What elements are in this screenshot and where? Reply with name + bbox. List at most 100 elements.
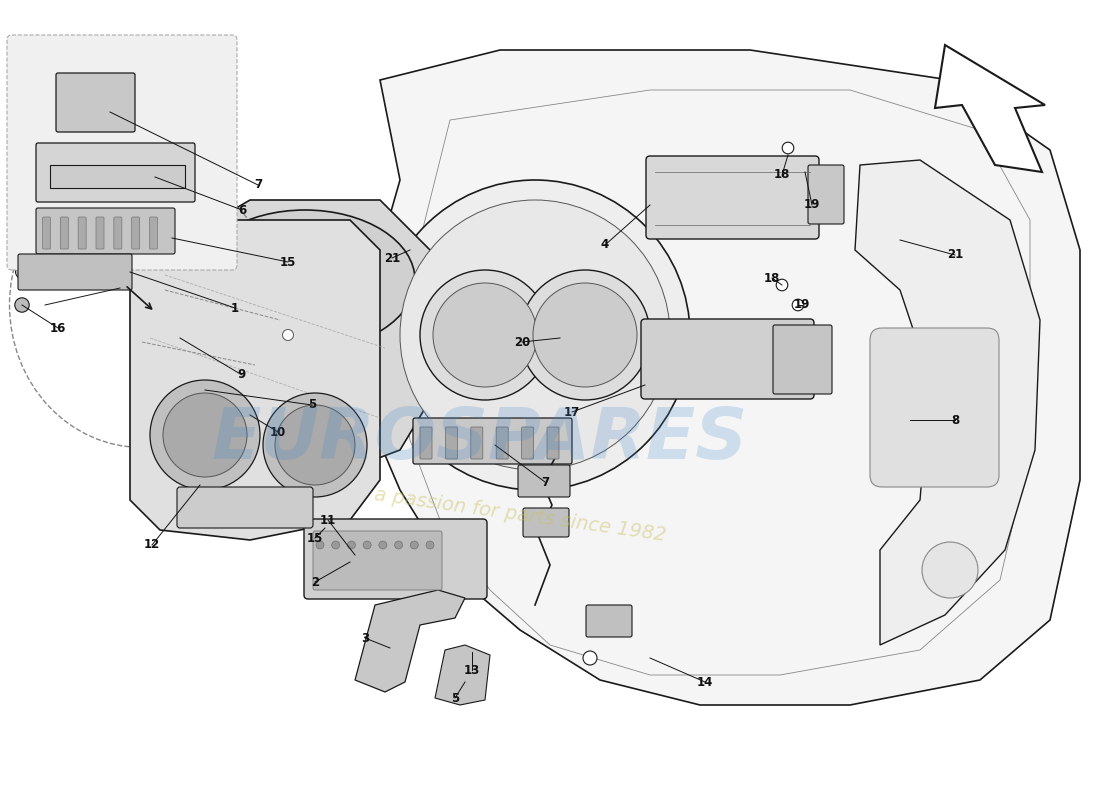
Text: 7: 7 [254, 178, 262, 191]
Polygon shape [434, 645, 490, 705]
Text: 17: 17 [564, 406, 580, 418]
Circle shape [363, 541, 371, 549]
Text: 19: 19 [794, 298, 811, 311]
Circle shape [732, 339, 773, 381]
Circle shape [77, 113, 88, 123]
FancyBboxPatch shape [521, 427, 534, 459]
Circle shape [14, 298, 30, 312]
Circle shape [800, 164, 811, 176]
Circle shape [410, 541, 418, 549]
Text: 16: 16 [50, 322, 66, 334]
FancyBboxPatch shape [113, 217, 122, 249]
Circle shape [792, 299, 804, 310]
Circle shape [174, 232, 186, 244]
Circle shape [102, 113, 113, 123]
Circle shape [583, 651, 597, 665]
Circle shape [426, 541, 434, 549]
FancyBboxPatch shape [56, 73, 135, 132]
Circle shape [520, 270, 650, 400]
Text: 1: 1 [231, 302, 239, 314]
Circle shape [263, 393, 367, 497]
Polygon shape [855, 160, 1040, 645]
FancyBboxPatch shape [471, 427, 483, 459]
FancyBboxPatch shape [522, 508, 569, 537]
Text: 9: 9 [238, 369, 246, 382]
Circle shape [160, 171, 170, 183]
FancyBboxPatch shape [18, 254, 132, 290]
FancyBboxPatch shape [60, 217, 68, 249]
Text: 5: 5 [451, 691, 459, 705]
FancyBboxPatch shape [78, 217, 86, 249]
Circle shape [283, 330, 294, 341]
Circle shape [275, 405, 355, 485]
Text: 19: 19 [804, 198, 821, 211]
Circle shape [379, 180, 690, 490]
Ellipse shape [195, 210, 415, 350]
Circle shape [693, 176, 737, 220]
Text: 7: 7 [541, 475, 549, 489]
Circle shape [150, 380, 260, 490]
FancyBboxPatch shape [177, 487, 314, 528]
Polygon shape [935, 45, 1045, 172]
FancyBboxPatch shape [808, 165, 844, 224]
FancyBboxPatch shape [496, 427, 508, 459]
FancyBboxPatch shape [7, 35, 236, 270]
FancyBboxPatch shape [518, 465, 570, 497]
Text: 15: 15 [307, 531, 323, 545]
Polygon shape [360, 50, 1080, 705]
FancyBboxPatch shape [446, 427, 458, 459]
FancyBboxPatch shape [773, 325, 832, 394]
Circle shape [433, 283, 537, 387]
Circle shape [102, 90, 113, 101]
Circle shape [156, 232, 168, 244]
Circle shape [332, 541, 340, 549]
Text: 8: 8 [950, 414, 959, 426]
Circle shape [922, 542, 978, 598]
Text: 2: 2 [311, 575, 319, 589]
Bar [782, 345, 822, 375]
Text: 11: 11 [320, 514, 337, 526]
FancyBboxPatch shape [304, 519, 487, 599]
FancyBboxPatch shape [641, 319, 814, 399]
Text: 18: 18 [763, 271, 780, 285]
Polygon shape [355, 590, 465, 692]
Circle shape [348, 541, 355, 549]
Circle shape [142, 171, 154, 183]
Polygon shape [50, 165, 185, 188]
FancyBboxPatch shape [586, 605, 632, 637]
Circle shape [15, 266, 29, 278]
Text: 10: 10 [270, 426, 286, 438]
Circle shape [400, 200, 670, 470]
Text: 15: 15 [279, 255, 296, 269]
FancyBboxPatch shape [547, 427, 559, 459]
FancyBboxPatch shape [314, 531, 442, 590]
Text: 13: 13 [464, 663, 480, 677]
FancyBboxPatch shape [132, 217, 140, 249]
Circle shape [644, 339, 686, 381]
Circle shape [378, 541, 387, 549]
Text: 21: 21 [947, 249, 964, 262]
Text: 12: 12 [144, 538, 161, 551]
Circle shape [777, 279, 788, 291]
FancyBboxPatch shape [96, 217, 104, 249]
Circle shape [77, 90, 88, 101]
Text: 18: 18 [773, 169, 790, 182]
Text: a passion for parts since 1982: a passion for parts since 1982 [373, 485, 667, 545]
FancyBboxPatch shape [412, 418, 572, 464]
Polygon shape [130, 220, 380, 540]
Circle shape [650, 176, 694, 220]
FancyBboxPatch shape [36, 208, 175, 254]
Text: 4: 4 [601, 238, 609, 251]
FancyBboxPatch shape [646, 156, 820, 239]
FancyBboxPatch shape [150, 217, 157, 249]
Text: 21: 21 [384, 251, 400, 265]
Circle shape [736, 176, 780, 220]
Text: 14: 14 [696, 675, 713, 689]
Circle shape [395, 541, 403, 549]
FancyBboxPatch shape [36, 143, 195, 202]
Polygon shape [170, 200, 430, 480]
Text: 6: 6 [238, 203, 246, 217]
Text: 20: 20 [514, 335, 530, 349]
Circle shape [782, 142, 794, 154]
Text: 3: 3 [361, 631, 370, 645]
